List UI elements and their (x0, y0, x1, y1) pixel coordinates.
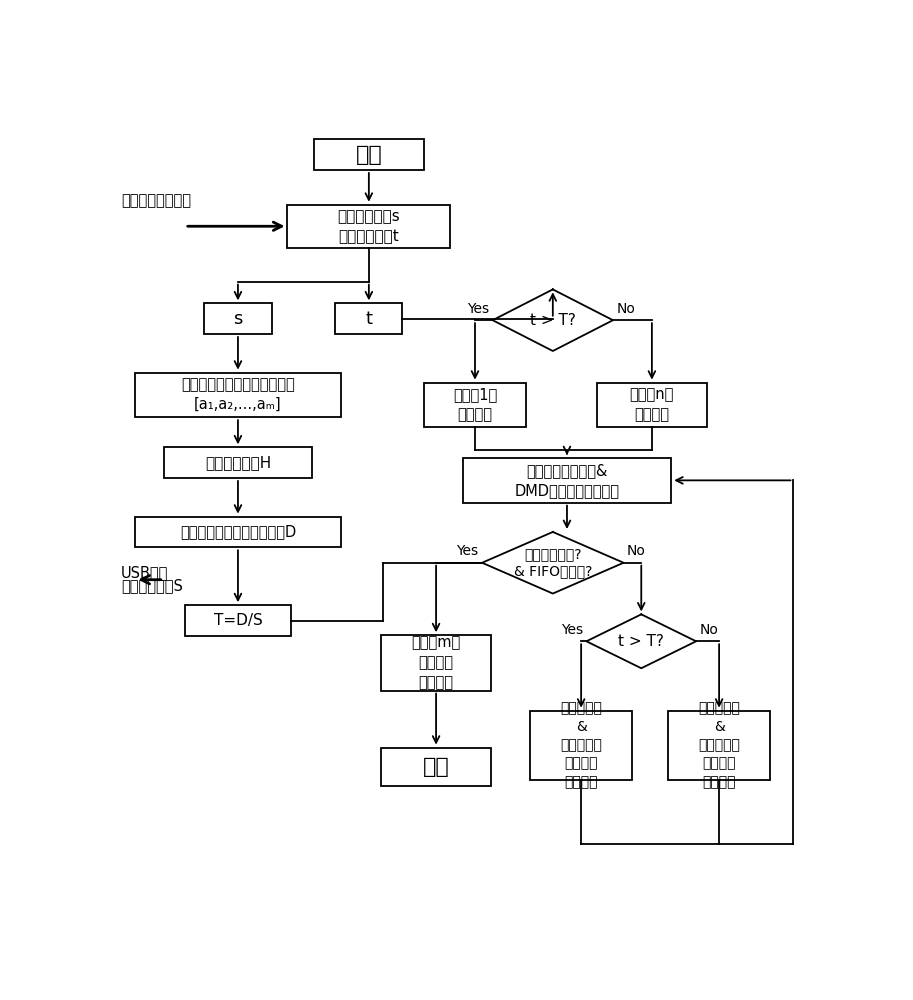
Text: t > T?: t > T? (618, 634, 664, 649)
Text: t > T?: t > T? (530, 313, 576, 328)
Text: Yes: Yes (456, 544, 478, 558)
FancyBboxPatch shape (335, 303, 403, 334)
Text: 预存第1帧
编码模板: 预存第1帧 编码模板 (453, 387, 497, 422)
Text: 主机发送编码模板&
DMD加载一帧编码模板: 主机发送编码模板& DMD加载一帧编码模板 (514, 463, 620, 498)
Text: 预存前n帧
编码模板: 预存前n帧 编码模板 (630, 387, 674, 422)
FancyBboxPatch shape (314, 139, 424, 170)
FancyBboxPatch shape (382, 748, 491, 786)
FancyBboxPatch shape (530, 711, 633, 780)
FancyBboxPatch shape (424, 383, 526, 427)
FancyBboxPatch shape (597, 383, 707, 427)
FancyBboxPatch shape (135, 373, 341, 417)
Text: 计数读数据
&
根据已加载
编码模板
进行翻转: 计数读数据 & 根据已加载 编码模板 进行翻转 (561, 701, 602, 789)
Text: Yes: Yes (467, 302, 489, 316)
Text: USB接口: USB接口 (121, 565, 169, 580)
Text: t: t (365, 310, 373, 328)
Text: 实际传输速率S: 实际传输速率S (121, 578, 184, 593)
Text: 构造编码矩阵H: 构造编码矩阵H (205, 455, 271, 470)
Text: 开始: 开始 (355, 145, 383, 165)
Text: 根据第m帧
编码模板
进行翻转: 根据第m帧 编码模板 进行翻转 (412, 636, 461, 690)
Text: No: No (627, 544, 646, 558)
Text: 计时读数据
&
根据已加载
编码模板
进行翻转: 计时读数据 & 根据已加载 编码模板 进行翻转 (698, 701, 740, 789)
FancyBboxPatch shape (382, 635, 491, 691)
Polygon shape (482, 532, 624, 594)
FancyBboxPatch shape (163, 447, 312, 478)
Text: 确定编码阶数s
编码驻留时间t: 确定编码阶数s 编码驻留时间t (338, 209, 400, 244)
FancyBboxPatch shape (463, 458, 671, 503)
Text: 最大长度线性移位寄存器序列
[a₁,a₂,...,aₘ]: 最大长度线性移位寄存器序列 [a₁,a₂,...,aₘ] (181, 377, 295, 412)
Text: No: No (699, 623, 719, 637)
FancyBboxPatch shape (135, 517, 341, 547)
Polygon shape (586, 614, 696, 668)
Text: Yes: Yes (561, 623, 582, 637)
FancyBboxPatch shape (184, 605, 291, 636)
FancyBboxPatch shape (667, 711, 771, 780)
Text: 确定一帧编码模板的数据量D: 确定一帧编码模板的数据量D (180, 524, 296, 539)
FancyBboxPatch shape (205, 303, 271, 334)
Polygon shape (493, 289, 613, 351)
Text: 结束: 结束 (423, 757, 449, 777)
Text: No: No (616, 302, 635, 316)
Text: 成像光谱系统参数: 成像光谱系统参数 (121, 193, 191, 208)
FancyBboxPatch shape (288, 205, 450, 248)
Text: 存储器已读空?
& FIFO已读空?: 存储器已读空? & FIFO已读空? (514, 547, 592, 578)
Text: s: s (233, 310, 243, 328)
Text: T=D/S: T=D/S (214, 613, 262, 628)
